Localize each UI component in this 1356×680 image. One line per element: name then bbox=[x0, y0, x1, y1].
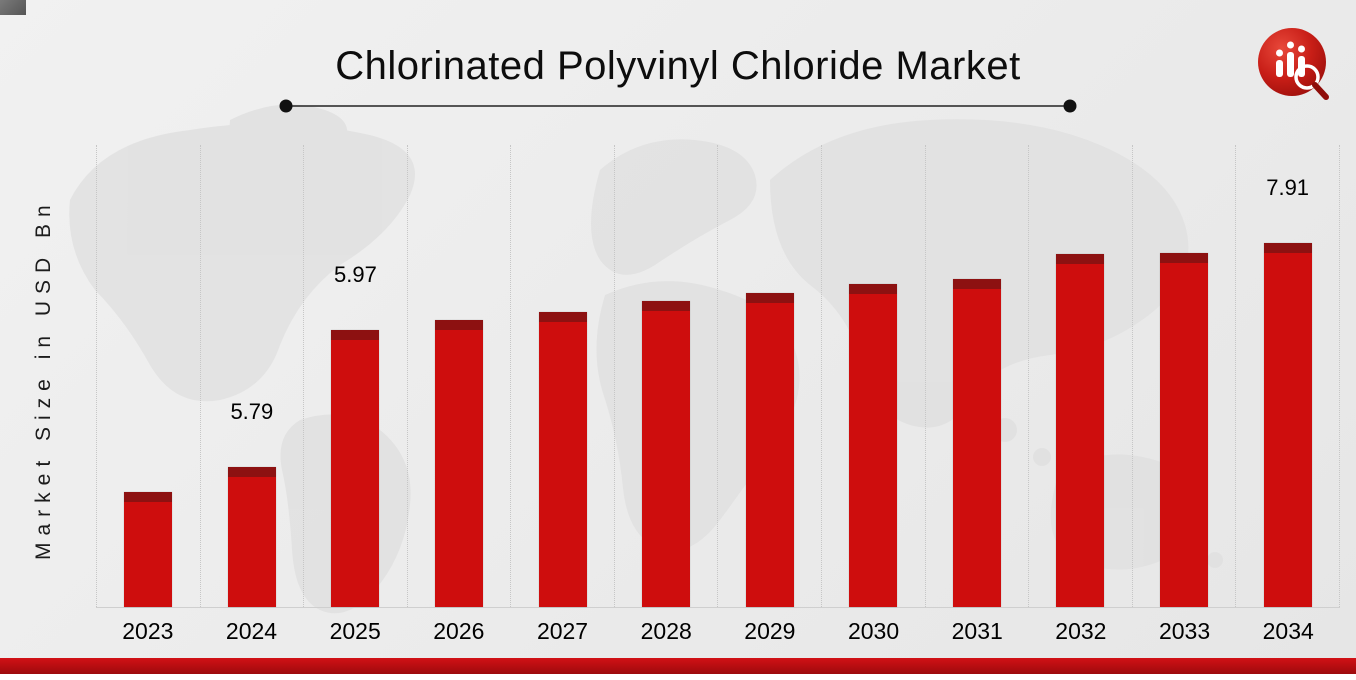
bar-cap-2026 bbox=[435, 320, 484, 330]
x-axis-label-2030: 2030 bbox=[847, 618, 900, 644]
x-axis-label-2025: 2025 bbox=[329, 618, 381, 644]
bar-cap-2033 bbox=[1160, 253, 1209, 263]
bar-column-2026 bbox=[406, 145, 511, 607]
bar-cap-2034 bbox=[1263, 243, 1312, 253]
bar-cap-2029 bbox=[745, 293, 794, 303]
bottom-white-gap bbox=[0, 674, 1356, 680]
bar-column-2033 bbox=[1131, 145, 1236, 607]
bar-column-2028 bbox=[613, 145, 718, 607]
page-title: Chlorinated Polyvinyl Chloride Market bbox=[335, 44, 1021, 88]
bar-cap-2025 bbox=[331, 330, 380, 340]
x-axis-label-2033: 2033 bbox=[1158, 618, 1211, 644]
x-axis-label-2027: 2027 bbox=[536, 618, 589, 644]
bar-2023 bbox=[124, 492, 173, 607]
plot-area: 5.79 5.97 7.91 bbox=[96, 145, 1340, 608]
bar-2033 bbox=[1160, 253, 1209, 607]
x-axis-label-2034: 2034 bbox=[1262, 618, 1314, 644]
bottom-accent-bar bbox=[0, 658, 1356, 674]
bar-2028 bbox=[642, 301, 691, 607]
bar-2025 bbox=[331, 330, 380, 607]
bar-column-2029 bbox=[717, 145, 821, 607]
x-axis-label-2028: 2028 bbox=[640, 618, 692, 644]
x-axis-label-2029: 2029 bbox=[744, 618, 796, 644]
bar-column-2034: 7.91 bbox=[1235, 145, 1340, 607]
bar-2032 bbox=[1056, 254, 1105, 607]
bar-cap-2030 bbox=[849, 284, 898, 294]
bar-cap-2027 bbox=[538, 312, 587, 322]
brand-logo-icon bbox=[1258, 28, 1329, 100]
x-axis-label-2032: 2032 bbox=[1055, 618, 1107, 644]
bar-2031 bbox=[952, 279, 1001, 607]
bar-column-2023 bbox=[96, 145, 200, 607]
bar-2026 bbox=[435, 320, 484, 607]
bar-cap-2023 bbox=[124, 492, 173, 502]
bar-cap-2024 bbox=[227, 467, 276, 477]
x-axis-label-2031: 2031 bbox=[951, 618, 1003, 644]
bar-cap-2032 bbox=[1056, 254, 1105, 264]
value-label-2024: 5.79 bbox=[230, 399, 274, 424]
bar-2034 bbox=[1263, 243, 1312, 607]
bar-2024 bbox=[227, 467, 276, 607]
bar-2029 bbox=[745, 293, 794, 607]
bar-cap-2031 bbox=[952, 279, 1001, 289]
bar-2027 bbox=[538, 312, 587, 607]
bar-column-2031 bbox=[924, 145, 1029, 607]
bar-column-2024: 5.79 bbox=[199, 145, 304, 607]
bar-column-2027 bbox=[510, 145, 614, 607]
x-axis-label-2024: 2024 bbox=[225, 618, 278, 644]
title-underline bbox=[279, 99, 1077, 113]
x-axis-label-2026: 2026 bbox=[433, 618, 485, 644]
x-axis-label-2023: 2023 bbox=[122, 618, 174, 644]
value-label-2025: 5.97 bbox=[334, 262, 377, 287]
bar-cap-2028 bbox=[642, 301, 691, 311]
bar-column-2025: 5.97 bbox=[303, 145, 407, 607]
y-axis-label: Market Size in USD Bn bbox=[32, 198, 55, 560]
value-label-2034: 7.91 bbox=[1266, 175, 1310, 200]
bar-column-2030 bbox=[821, 145, 925, 607]
x-axis-labels: 2023 2024 2025 2026 2027 2028 2029 2030 2031 2032… bbox=[96, 618, 1340, 645]
corner-mark bbox=[0, 0, 26, 15]
bar-column-2032 bbox=[1028, 145, 1132, 607]
bar-2030 bbox=[849, 284, 898, 607]
